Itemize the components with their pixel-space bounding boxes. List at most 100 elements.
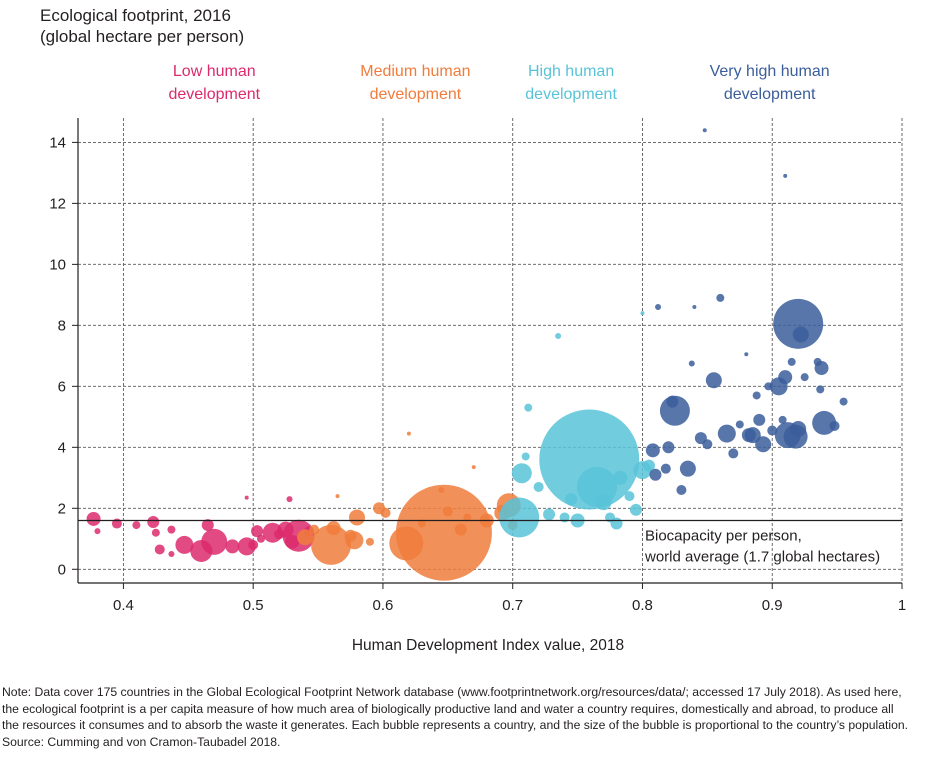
- y-tick-label: 0: [58, 561, 66, 578]
- bubble-layer: [86, 128, 848, 581]
- x-tick-label: 1: [898, 597, 906, 614]
- x-tick-label: 0.9: [762, 597, 783, 614]
- bubble: [251, 525, 264, 538]
- bubble: [543, 508, 556, 521]
- bubble: [645, 443, 660, 458]
- x-tick-label: 0.6: [373, 597, 394, 614]
- bubble-chart: Ecological footprint, 2016 (global hecta…: [40, 6, 906, 654]
- bubble: [533, 481, 544, 492]
- y-tick-label: 2: [58, 500, 66, 517]
- bubble: [816, 385, 825, 394]
- bubble: [629, 503, 642, 516]
- bubble: [326, 521, 341, 536]
- bubble: [613, 470, 628, 485]
- bubble: [705, 372, 722, 389]
- bubble: [225, 539, 240, 554]
- bubble: [86, 511, 101, 526]
- note-line-4: Source: Cumming and von Cramon-Taubadel …: [2, 734, 281, 749]
- bubble: [595, 494, 612, 511]
- bubble: [744, 427, 761, 444]
- bubble: [311, 524, 352, 565]
- bubble: [248, 539, 259, 550]
- bubble: [778, 415, 787, 424]
- bubble: [755, 436, 772, 453]
- y-tick-label: 12: [49, 195, 66, 212]
- group-label-line-1: High human: [528, 63, 614, 80]
- bubble: [511, 463, 532, 484]
- y-tick-label: 10: [49, 256, 66, 273]
- bubble: [735, 420, 744, 429]
- bubble: [244, 495, 249, 500]
- bubble: [286, 496, 293, 503]
- bubble: [151, 528, 160, 537]
- bubble: [395, 484, 492, 581]
- x-tick-label: 0.5: [243, 597, 264, 614]
- chart-title: Ecological footprint, 2016: [40, 6, 231, 25]
- bubble: [790, 421, 807, 438]
- bubble: [787, 357, 796, 366]
- x-tick-label: 0.7: [502, 597, 523, 614]
- x-tick-label: 0.8: [632, 597, 653, 614]
- bubble: [345, 531, 364, 550]
- group-label-layer: Low human development Medium human developm…: [168, 63, 829, 103]
- bubble: [660, 463, 671, 474]
- bubble: [716, 293, 725, 302]
- bubble: [744, 352, 749, 357]
- bubble: [655, 304, 662, 311]
- bubble: [649, 468, 662, 481]
- bubble: [753, 413, 766, 426]
- bubble: [728, 448, 739, 459]
- bubble: [499, 497, 540, 538]
- bubble: [752, 391, 761, 400]
- bubble: [800, 373, 809, 382]
- bubble: [201, 528, 228, 555]
- bubble: [662, 441, 675, 454]
- bubble: [717, 424, 736, 443]
- bubble: [783, 173, 788, 178]
- bubble: [555, 333, 562, 340]
- bubble: [175, 535, 194, 554]
- bubble: [94, 528, 101, 535]
- bubble: [702, 128, 707, 133]
- bubble: [348, 509, 365, 526]
- bubble: [521, 452, 530, 461]
- note-line-2: the ecological footprint is a per capita…: [2, 701, 894, 716]
- bubble: [442, 506, 453, 517]
- bubble: [679, 460, 696, 477]
- bubble: [610, 517, 623, 530]
- bubble: [839, 397, 848, 406]
- bubble: [814, 361, 829, 376]
- chart-subtitle: (global hectare per person): [40, 27, 244, 46]
- bubble: [406, 431, 411, 436]
- group-label-line-1: Very high human: [710, 63, 830, 80]
- group-label-line-1: Medium human: [360, 63, 470, 80]
- group-label-line-1: Low human: [173, 63, 256, 80]
- note-line-3: the resources it consumes and to absorb …: [2, 718, 909, 733]
- bubble: [471, 465, 476, 470]
- bubble: [659, 395, 690, 426]
- grid-layer: [78, 118, 903, 583]
- bubble: [692, 305, 697, 310]
- y-tick-label: 8: [58, 317, 66, 334]
- group-label-line-2: development: [724, 86, 816, 103]
- biocapacity-label-line-2: world average (1.7 global hectares): [644, 548, 880, 565]
- bubble: [767, 425, 778, 436]
- biocapacity-label-line-1: Biocapacity per person,: [645, 527, 802, 544]
- bubble: [201, 519, 214, 532]
- bubble: [829, 420, 840, 431]
- x-tick-label: 0.4: [113, 597, 134, 614]
- bubble: [812, 410, 837, 435]
- bubble: [524, 403, 533, 412]
- bubble: [454, 523, 467, 536]
- bubble: [256, 534, 265, 543]
- bubble: [778, 370, 793, 385]
- note-line-1: Note: Data cover 175 countries in the Gl…: [2, 685, 902, 699]
- bubble: [132, 521, 141, 530]
- bubble: [365, 537, 374, 546]
- bubble: [297, 529, 314, 546]
- bubble: [702, 439, 713, 450]
- y-tick-label: 6: [58, 378, 66, 395]
- bubble: [335, 494, 340, 499]
- bubble: [463, 513, 472, 522]
